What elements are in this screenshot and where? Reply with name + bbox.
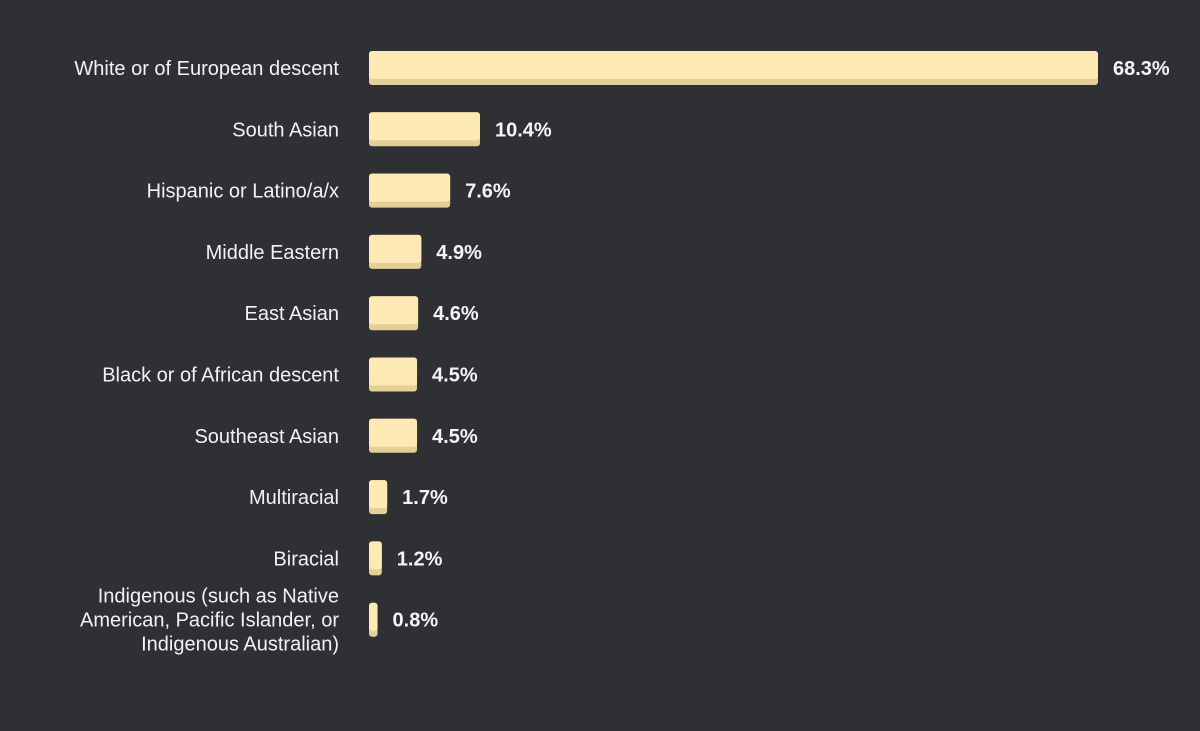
category-label-line: South Asian — [232, 119, 339, 141]
value-label: 4.5% — [432, 426, 478, 448]
category-label: Southeast Asian — [194, 426, 339, 448]
value-label: 4.6% — [433, 303, 479, 325]
value-label: 7.6% — [465, 181, 511, 203]
category-label: East Asian — [244, 303, 339, 325]
category-label: South Asian — [232, 119, 339, 141]
category-label: Middle Eastern — [206, 242, 339, 264]
bar — [369, 357, 418, 392]
category-label: White or of European descent — [74, 58, 339, 80]
category-label-line: American, Pacific Islander, or — [80, 610, 339, 632]
bar-fill — [369, 602, 378, 631]
bar-fill — [369, 112, 481, 141]
category-label: Black or of African descent — [102, 365, 339, 387]
bar-fill — [369, 173, 451, 202]
category-label-line: Southeast Asian — [194, 426, 339, 448]
bar — [369, 602, 378, 637]
category-label: Multiracial — [249, 487, 339, 509]
category-label-line: Middle Eastern — [206, 242, 339, 264]
bar — [369, 112, 481, 147]
value-label: 4.9% — [436, 242, 482, 264]
bar — [369, 418, 418, 453]
category-label-line: Multiracial — [249, 487, 339, 509]
value-label: 0.8% — [393, 610, 439, 632]
bar-fill — [369, 357, 418, 386]
bar — [369, 296, 419, 331]
value-label: 1.7% — [402, 487, 448, 509]
bars-group: 68.3% White or of European descent 10.4% So… — [74, 51, 1170, 656]
bar — [369, 51, 1098, 85]
category-label-line: Black or of African descent — [102, 365, 339, 387]
value-label: 10.4% — [495, 119, 552, 141]
category-label: Biracial — [273, 548, 339, 570]
value-label: 1.2% — [397, 548, 443, 570]
bar-fill — [369, 51, 1098, 79]
category-label-line: Indigenous (such as Native — [98, 586, 339, 608]
category-label-line: Indigenous Australian) — [141, 634, 339, 656]
value-label: 4.5% — [432, 365, 478, 387]
bar-fill — [369, 480, 388, 509]
category-label-line: Biracial — [273, 548, 339, 570]
bar — [369, 480, 388, 515]
bar — [369, 541, 382, 576]
bar-fill — [369, 541, 382, 570]
bar — [369, 234, 422, 269]
category-label: Hispanic or Latino/a/x — [147, 181, 339, 203]
value-label: 68.3% — [1113, 58, 1170, 80]
category-label-line: Hispanic or Latino/a/x — [147, 181, 339, 203]
bar-fill — [369, 234, 422, 263]
bar-fill — [369, 418, 418, 447]
category-label: Indigenous (such as Native American, Paci… — [80, 586, 339, 656]
category-label-line: White or of European descent — [74, 58, 339, 80]
category-label-line: East Asian — [244, 303, 339, 325]
bar-fill — [369, 296, 419, 325]
bar — [369, 173, 451, 208]
